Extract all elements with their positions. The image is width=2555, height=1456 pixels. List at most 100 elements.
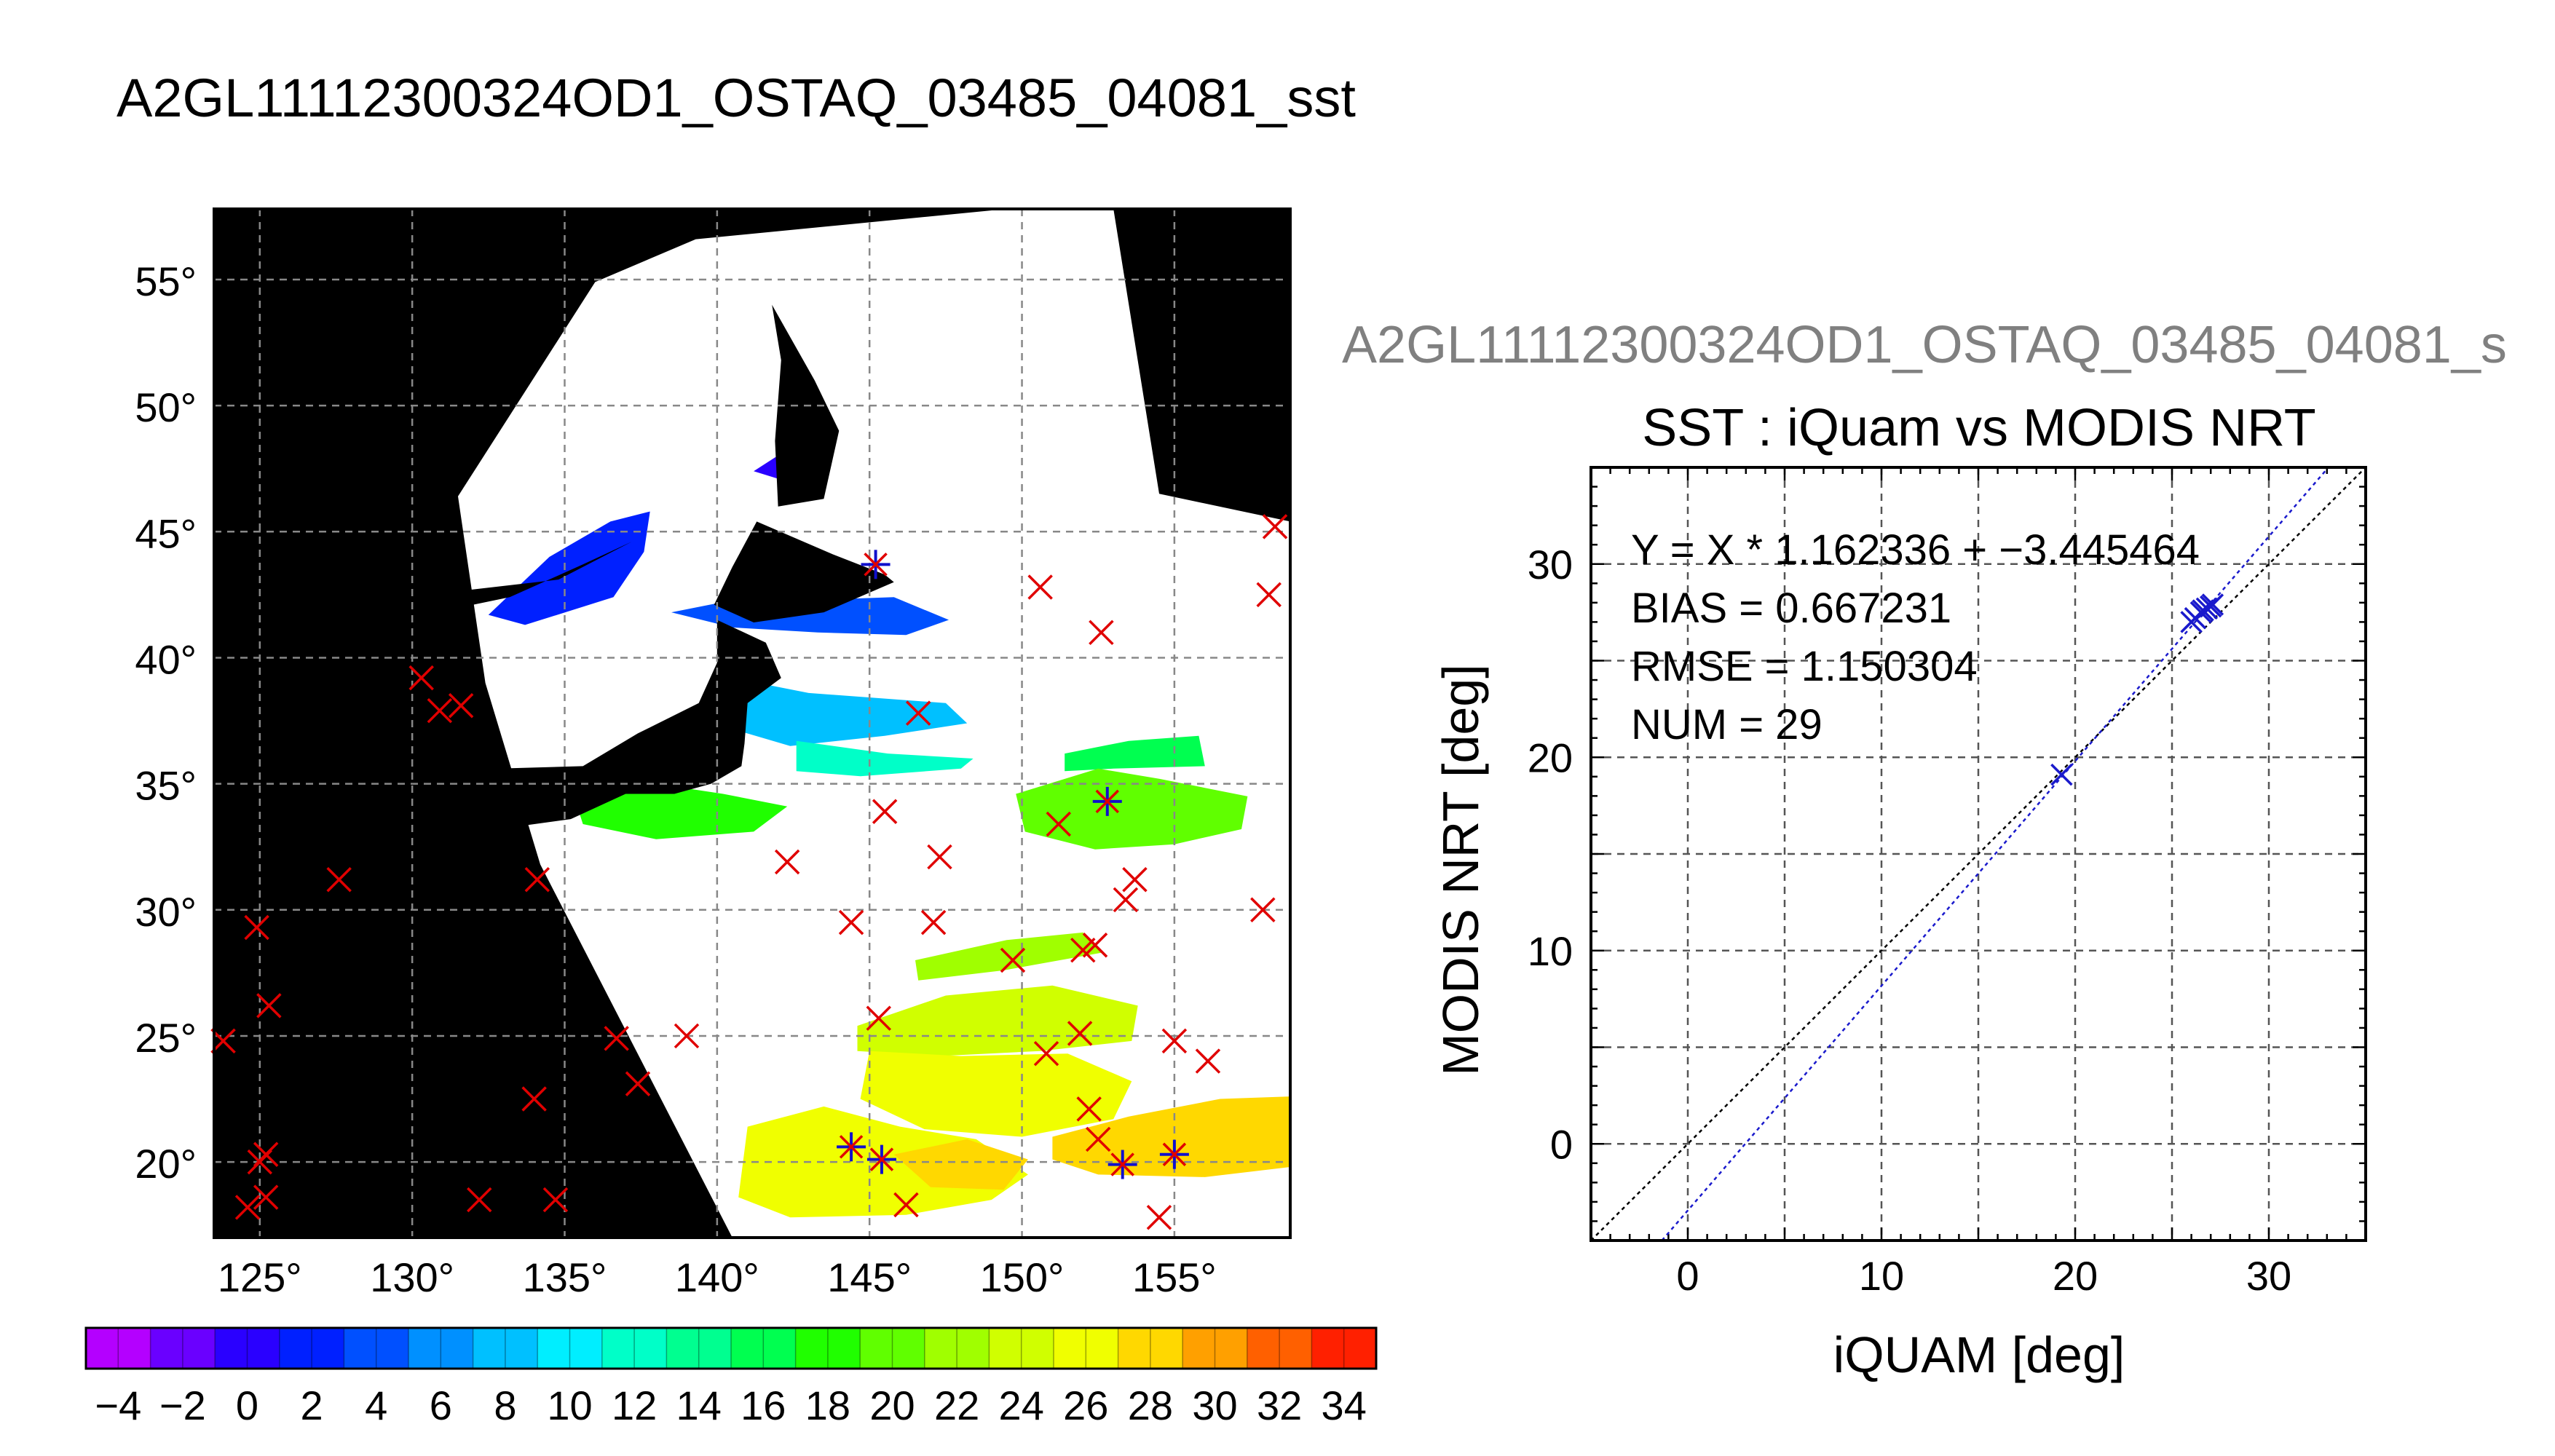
marker-stroke (864, 553, 888, 577)
marker-stroke (542, 1187, 569, 1213)
colorbar-tick-label: 16 (741, 1382, 786, 1428)
scatter-point (2201, 593, 2224, 616)
colorbar-segment (473, 1328, 506, 1369)
matchup-marker-in (893, 1192, 919, 1218)
colorbar-segment (924, 1328, 957, 1369)
marker-stroke (1067, 1021, 1093, 1046)
colorbar-segment (860, 1328, 893, 1369)
sst-patch (796, 740, 974, 777)
colorbar-segment (1343, 1328, 1377, 1369)
sst-patch (1052, 1096, 1290, 1177)
matchup-marker-star (1092, 786, 1122, 816)
colorbar-segment (989, 1328, 1022, 1369)
colorbar-tick-label: 0 (236, 1382, 258, 1428)
colorbar-segment (376, 1328, 409, 1369)
matchup-marker-in (927, 844, 952, 870)
colorbar-frame (84, 1326, 1378, 1370)
marker-stroke (1122, 866, 1148, 893)
colorbar-segment (1054, 1328, 1086, 1369)
y-tick-label: 0 (1550, 1121, 1573, 1167)
matchup-marker-out (253, 1142, 279, 1167)
map-grid (214, 209, 1290, 1238)
latitude-axis: 55° 50° 45° 40° 35° 30° 25° 20° (135, 258, 197, 1187)
sst-patch (893, 1139, 1028, 1190)
matchup-marker-in (1089, 620, 1114, 646)
scatter-point (2050, 763, 2073, 786)
matchup-marker-out (625, 1071, 651, 1096)
marker-stroke (905, 700, 931, 726)
map-image (214, 209, 1290, 1238)
matchup-marker-in (1076, 1096, 1102, 1122)
marker-stroke (256, 993, 282, 1018)
colorbar-tick-label: −2 (159, 1382, 206, 1428)
colorbar-segment (1311, 1328, 1345, 1369)
colorbar-tick-label: 18 (805, 1382, 850, 1428)
marker-stroke (1046, 811, 1072, 837)
colorbar-tick-label: 4 (365, 1382, 387, 1428)
lat-tick-label: 40° (135, 636, 197, 682)
colorbar-segment (957, 1328, 990, 1369)
matchup-marker-in (1067, 1021, 1093, 1046)
point-stroke (2192, 599, 2214, 622)
matchup-marker-out (256, 993, 282, 1018)
marker-stroke (604, 1026, 629, 1051)
matchup-marker-star (861, 550, 891, 579)
land-mass (293, 692, 400, 796)
colorbar-segment (827, 1328, 861, 1369)
land-mass (259, 542, 632, 668)
colorbar-tick-label: 14 (676, 1382, 722, 1428)
sst-patch (570, 783, 788, 839)
marker-stroke (1110, 1152, 1134, 1176)
marker-stroke (524, 866, 550, 893)
sst-patch (732, 678, 968, 746)
point-stroke (2195, 597, 2219, 620)
matchup-marker-in (1113, 887, 1139, 913)
y-tick-label: 30 (1528, 542, 1573, 587)
matchup-marker-out (448, 693, 474, 719)
lat-tick-label: 20° (135, 1141, 197, 1187)
colorbar-segment (312, 1328, 344, 1369)
colorbar-tick-label: 10 (547, 1382, 592, 1428)
lon-tick-label: 150° (980, 1254, 1065, 1300)
colorbar-segment (279, 1328, 312, 1369)
colorbar-segment (344, 1328, 377, 1369)
colorbar-tick-label: 12 (612, 1382, 657, 1428)
matchup-marker-in (1161, 1028, 1188, 1054)
sst-patch (1065, 735, 1205, 772)
x-tick-label: 10 (1859, 1253, 1904, 1299)
marker-stroke (893, 1192, 919, 1218)
colorbar-segment (118, 1328, 151, 1369)
lat-tick-label: 50° (135, 384, 197, 430)
colorbar-segment (1086, 1328, 1119, 1369)
marker-stroke (920, 909, 947, 935)
map-frame (213, 207, 1292, 1239)
scatter-point (2192, 599, 2214, 622)
matchup-marker-in (866, 1005, 891, 1031)
marker-stroke (1095, 789, 1120, 814)
colorbar-segment (1215, 1328, 1248, 1369)
marker-stroke (244, 914, 269, 941)
matchup-marker-in (1027, 574, 1053, 600)
marker-stroke (1262, 514, 1288, 539)
colorbar-segment (634, 1328, 667, 1369)
matchup-marker-out (408, 665, 434, 691)
matchup-marker-out (524, 866, 550, 893)
colorbar-segment (247, 1328, 280, 1369)
y-tick-label: 10 (1528, 928, 1573, 974)
lat-tick-label: 25° (135, 1015, 197, 1061)
matchup-marker-out (542, 1187, 569, 1213)
one-to-one-line (1590, 467, 2366, 1241)
colorbar-segment (150, 1328, 183, 1369)
colorbar-segment (1118, 1328, 1151, 1369)
sst-patch (1016, 768, 1248, 850)
marker-stroke (1256, 582, 1282, 608)
marker-stroke (253, 1184, 279, 1210)
colorbar-segment (441, 1328, 474, 1369)
matchup-markers (210, 514, 1288, 1230)
matchup-marker-out (234, 1195, 261, 1220)
marker-stroke (774, 849, 800, 875)
colorbar-segment (795, 1328, 829, 1369)
matchup-marker-star (1159, 1139, 1189, 1169)
fit-statistic: RMSE = 1.150304 (1631, 643, 1978, 690)
marker-stroke (872, 799, 898, 824)
